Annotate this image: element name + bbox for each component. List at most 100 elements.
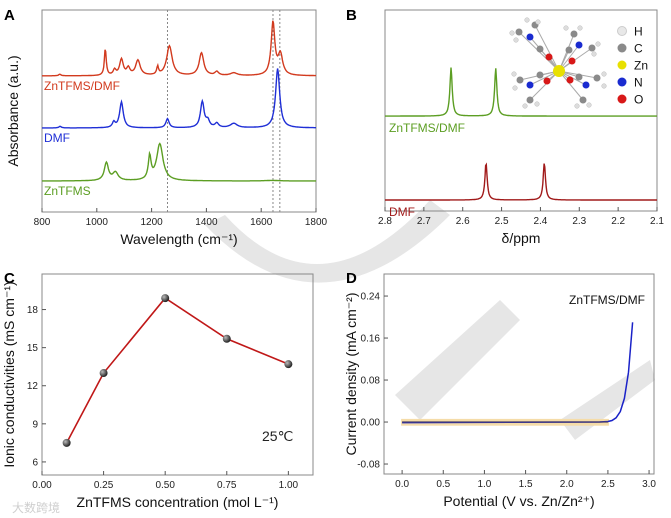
atom xyxy=(568,57,576,65)
panel-label: D xyxy=(346,270,357,287)
atom xyxy=(515,28,523,36)
atom-h xyxy=(563,25,569,31)
plot-frame xyxy=(41,273,314,476)
y-axis-title: Current density (mA cm⁻²) xyxy=(343,293,359,456)
bond xyxy=(558,33,575,72)
series-line-dmf xyxy=(42,68,316,129)
plot-frame xyxy=(384,9,658,212)
y-tick-label: 12 xyxy=(27,381,39,392)
x-tick-label: 0.00 xyxy=(32,480,52,491)
legend-swatch-h xyxy=(617,26,627,36)
y-tick-label: 6 xyxy=(32,457,38,468)
x-tick-label: 1600 xyxy=(250,217,273,228)
x-tick-label: 2.1 xyxy=(650,216,664,227)
watermark-arc xyxy=(205,200,450,283)
atom-h xyxy=(522,103,528,109)
atom xyxy=(588,44,596,52)
panel-b xyxy=(384,9,658,212)
y-tick-label: 18 xyxy=(27,305,39,316)
x-tick-label: 1800 xyxy=(305,217,328,228)
panel-a xyxy=(41,9,317,213)
panel-label: C xyxy=(4,270,15,287)
legend-swatch-zn xyxy=(617,60,627,70)
atom xyxy=(570,30,578,38)
atom xyxy=(516,76,524,84)
plot-frame xyxy=(41,9,317,213)
panel-label: A xyxy=(4,7,15,24)
legend-swatch-n xyxy=(617,77,627,87)
data-point xyxy=(222,334,231,343)
series-label: DMF xyxy=(44,131,70,145)
atom-h xyxy=(509,30,515,36)
atom-h xyxy=(591,51,597,57)
bond xyxy=(529,36,560,72)
series-label: ZnTFMS/DMF xyxy=(44,79,120,93)
atom xyxy=(575,73,583,81)
series-label: ZnTFMS/DMF xyxy=(389,121,465,135)
atom-h xyxy=(601,71,607,77)
y-tick-label: 0.08 xyxy=(361,376,381,387)
x-tick-label: 0.0 xyxy=(395,479,409,490)
atom xyxy=(526,81,534,89)
atom-h xyxy=(513,37,519,43)
legend-swatch-c xyxy=(617,43,627,53)
x-tick-label: 0.25 xyxy=(94,480,114,491)
x-tick-label: 800 xyxy=(34,217,51,228)
y-tick-label: 0.16 xyxy=(361,334,381,345)
series-line-zntfms-dmf xyxy=(385,67,657,117)
atom-h xyxy=(574,103,580,109)
plot-frame xyxy=(383,273,655,475)
data-point xyxy=(62,438,71,447)
x-tick-label: 2.7 xyxy=(417,216,431,227)
temperature-annotation: 25℃ xyxy=(262,428,293,444)
atom xyxy=(536,45,544,53)
atom-h xyxy=(511,71,517,77)
atom xyxy=(536,71,544,79)
data-point xyxy=(99,369,108,378)
series-line-zntfms-dmf xyxy=(42,20,316,77)
atom xyxy=(582,81,590,89)
y-axis-title: Ionic conductivities (mS cm⁻¹) xyxy=(1,281,17,467)
x-tick-label: 1.0 xyxy=(477,479,491,490)
series-line-dmf xyxy=(385,162,657,201)
series-legend: ZnTFMS/DMF xyxy=(569,293,645,307)
x-tick-label: 2.5 xyxy=(601,479,615,490)
atom-h xyxy=(524,17,530,23)
atom-h xyxy=(595,41,601,47)
x-tick-label: 2.0 xyxy=(560,479,574,490)
x-tick-label: 2.4 xyxy=(533,216,547,227)
atom-h xyxy=(535,19,541,25)
y-tick-label: 0.00 xyxy=(361,418,381,429)
x-tick-label: 1.00 xyxy=(279,480,299,491)
x-tick-label: 2.3 xyxy=(572,216,586,227)
data-point xyxy=(284,360,293,369)
series-label: DMF xyxy=(389,205,415,219)
y-tick-label: 9 xyxy=(32,419,38,430)
y-tick-label: -0.08 xyxy=(357,460,380,471)
molecule-inset xyxy=(509,17,607,109)
bond xyxy=(558,70,584,101)
watermark-stroke xyxy=(395,300,520,420)
x-axis-title: Potential (V vs. Zn/Zn²⁺) xyxy=(443,493,594,509)
data-point xyxy=(161,294,170,303)
series-line-zntfms xyxy=(42,142,317,182)
atom xyxy=(593,74,601,82)
panel-label: B xyxy=(346,7,357,24)
atom xyxy=(566,76,574,84)
x-tick-label: 1200 xyxy=(140,217,163,228)
watermark-shapes xyxy=(205,200,655,440)
atom xyxy=(565,46,573,54)
legend-label: O xyxy=(634,93,643,107)
atom xyxy=(526,33,534,41)
y-tick-label: 15 xyxy=(27,343,39,354)
x-tick-label: 2.5 xyxy=(495,216,509,227)
watermark-stroke xyxy=(560,360,655,440)
atom xyxy=(575,41,583,49)
legend-swatch-o xyxy=(617,94,627,104)
y-axis-title: Absorbance (a.u.) xyxy=(5,55,21,166)
x-tick-label: 1000 xyxy=(86,217,109,228)
x-tick-label: 1.5 xyxy=(519,479,533,490)
atom xyxy=(543,77,551,85)
x-axis-title: ZnTFMS concentration (mol L⁻¹) xyxy=(77,494,279,510)
